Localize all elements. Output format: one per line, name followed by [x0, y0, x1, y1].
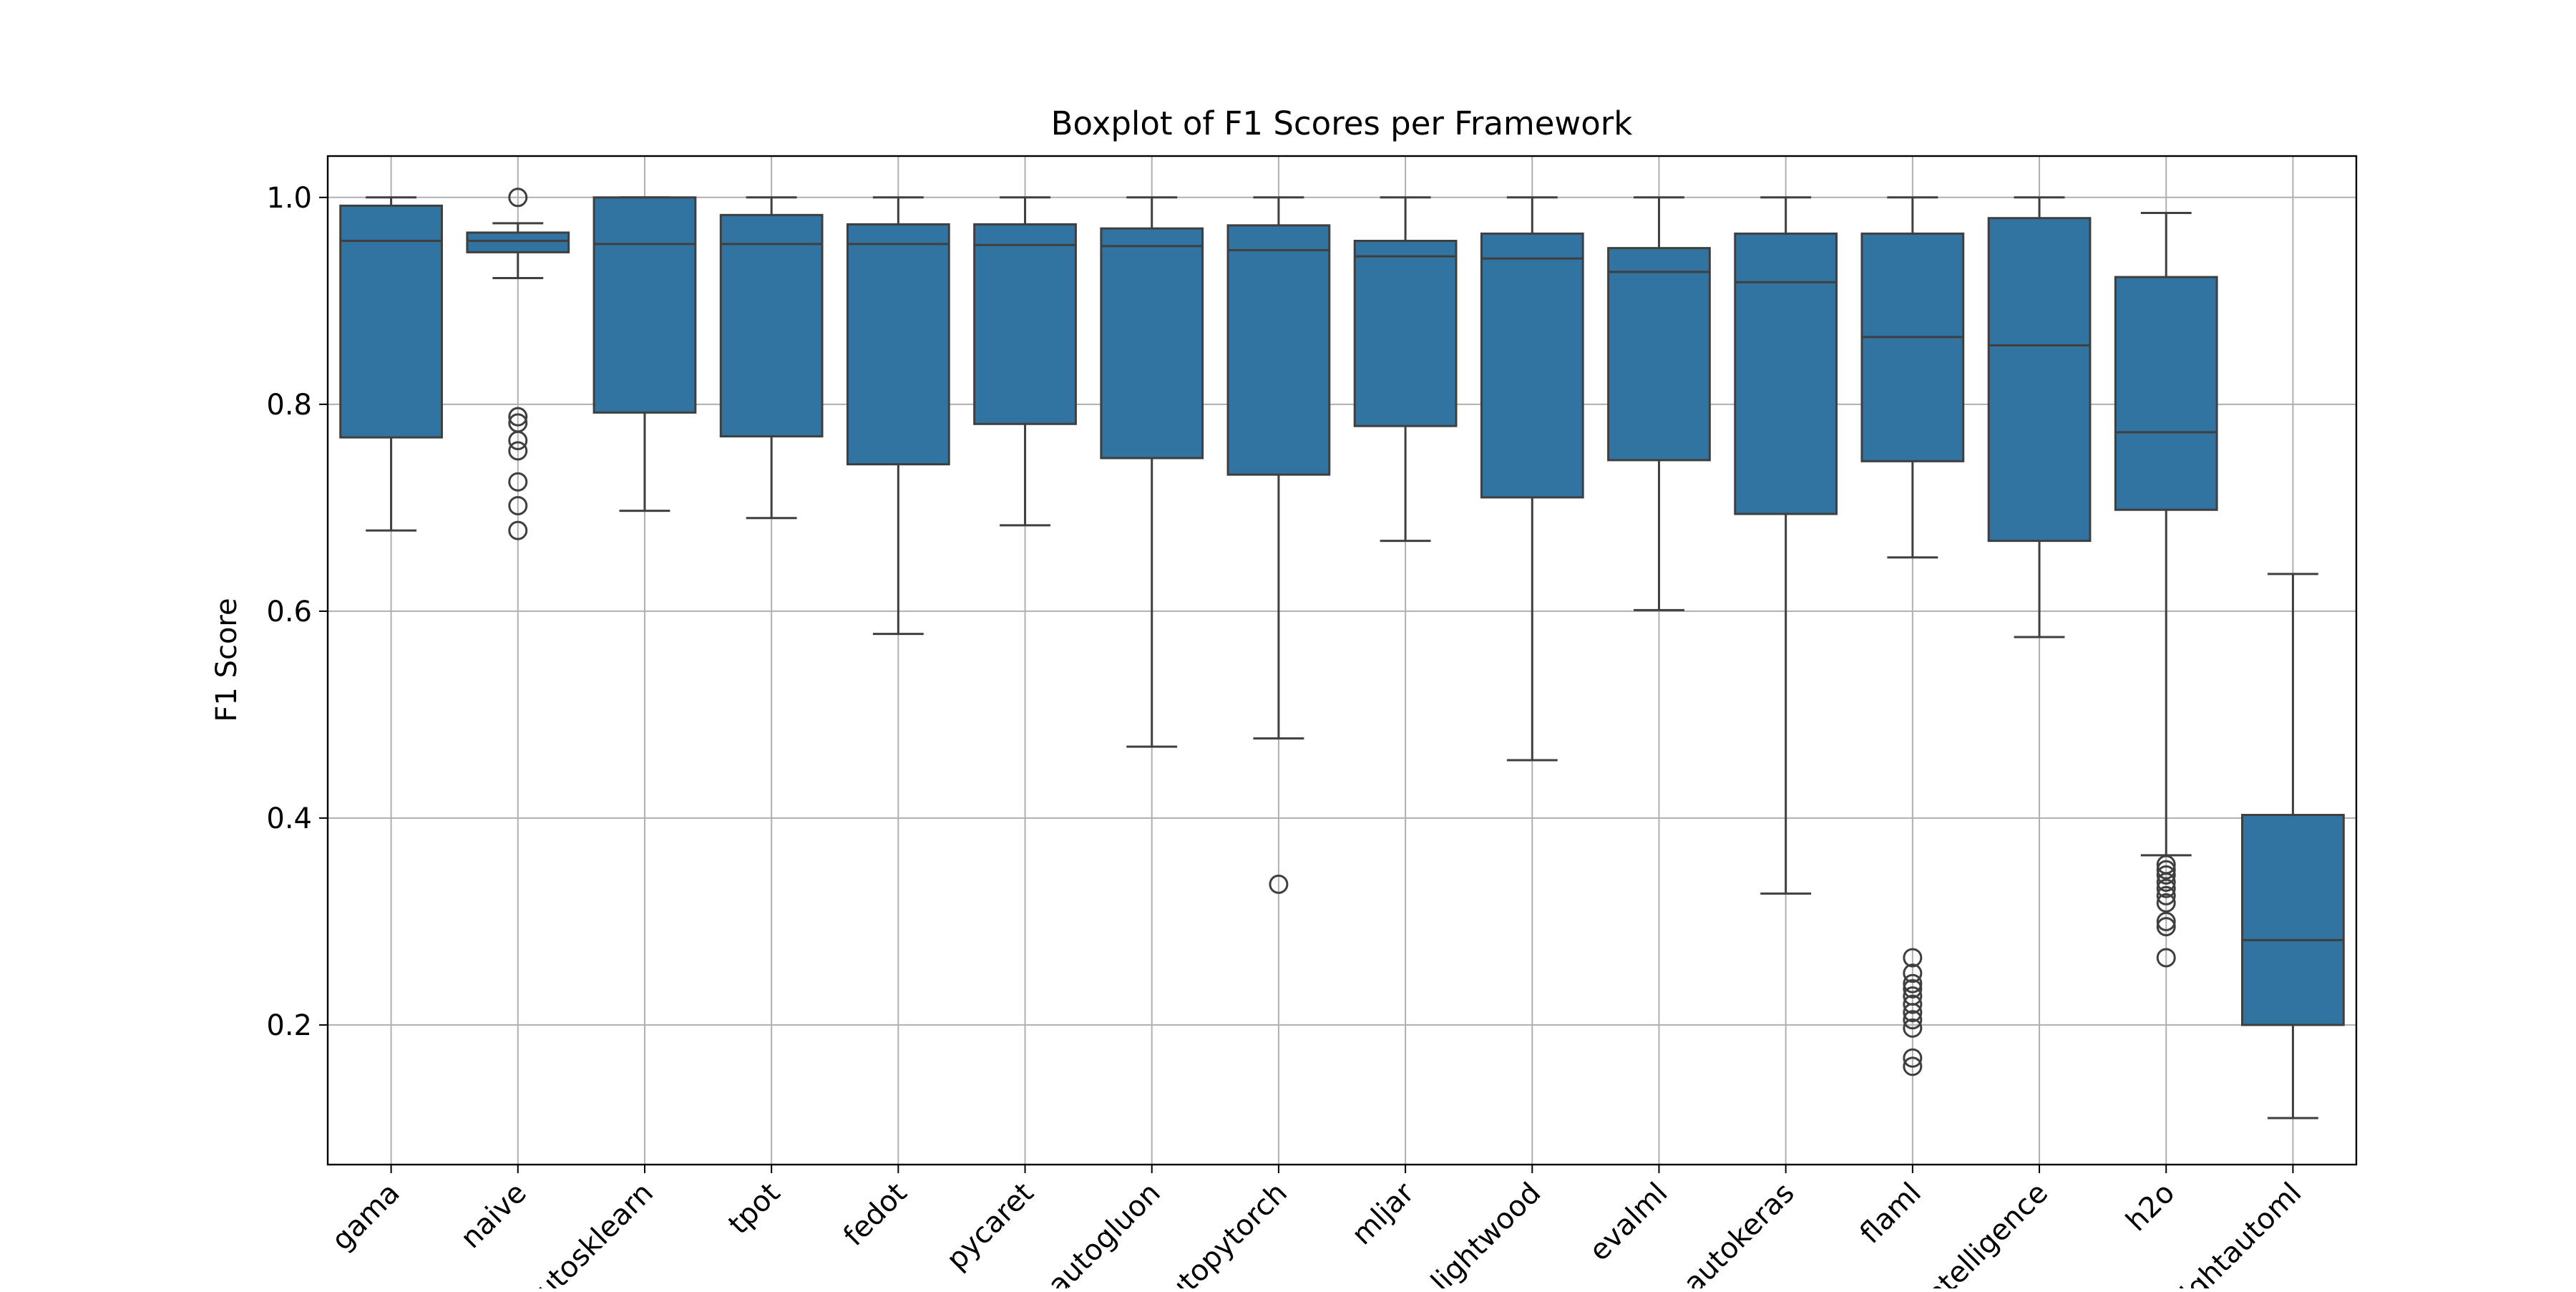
box-autokeras — [1734, 196, 1838, 895]
box-fedot — [846, 196, 950, 636]
box-lightwood — [1480, 196, 1584, 762]
outlier-point — [2156, 917, 2176, 937]
outlier-point — [1903, 948, 1923, 968]
y-tick-label: 0.4 — [266, 802, 312, 835]
outlier-point — [1269, 874, 1289, 894]
outlier-point — [2156, 865, 2176, 885]
box-iqr — [1226, 224, 1331, 476]
outlier-point — [508, 430, 528, 450]
outlier-point — [2156, 885, 2176, 905]
outlier-point — [1903, 1018, 1923, 1038]
outlier-point — [2156, 878, 2176, 898]
y-tick-label: 1.0 — [266, 182, 312, 215]
outlier-point — [1903, 1003, 1923, 1023]
outlier-point — [508, 188, 528, 208]
box-iqr — [1987, 217, 2092, 543]
outlier-point — [1903, 973, 1923, 994]
box-tpot — [719, 196, 824, 520]
outlier-point — [508, 495, 528, 515]
outlier-point — [1903, 978, 1923, 999]
box-iqr — [466, 231, 570, 253]
box-lightautoml — [2241, 573, 2345, 1119]
y-tick-label: 0.6 — [266, 596, 312, 628]
box-autogluon — [1100, 196, 1204, 748]
y-tick-label: 0.8 — [266, 389, 312, 422]
box-iqr — [2241, 814, 2345, 1026]
box-iqr — [2114, 276, 2218, 511]
outlier-point — [1903, 1048, 1923, 1068]
outlier-point — [1903, 994, 1923, 1014]
outlier-point — [2156, 911, 2176, 931]
chart-title: Boxplot of F1 Scores per Framework — [1051, 105, 1633, 142]
box-flaml — [1860, 196, 1965, 1077]
box-iqr — [339, 204, 443, 439]
outlier-point — [1903, 1010, 1923, 1030]
outlier-point — [2156, 948, 2176, 968]
box-intelligence — [1987, 196, 2092, 638]
box-autopytorch — [1226, 196, 1331, 894]
box-autosklearn — [592, 196, 697, 513]
box-h2o — [2114, 211, 2218, 968]
box-iqr — [1607, 247, 1711, 462]
box-iqr — [973, 223, 1077, 425]
y-axis: 0.2 0.4 0.6 0.8 1.0 — [266, 182, 328, 1042]
box-iqr — [719, 213, 824, 438]
box-gama — [339, 196, 443, 532]
box-naive — [466, 188, 570, 540]
box-iqr — [1100, 227, 1204, 460]
box-iqr — [846, 223, 950, 466]
outlier-point — [2156, 860, 2176, 880]
box-evalml — [1607, 196, 1711, 611]
outlier-point — [2156, 872, 2176, 892]
outlier-point — [508, 441, 528, 461]
box-mljar — [1353, 196, 1458, 543]
y-tick-label: 0.2 — [266, 1009, 312, 1042]
outlier-point — [508, 520, 528, 540]
plot-frame — [326, 155, 2358, 1166]
outlier-point — [508, 407, 528, 427]
box-pycaret — [973, 196, 1077, 527]
outlier-point — [1903, 963, 1923, 983]
box-iqr — [1480, 232, 1584, 499]
box-iqr — [1860, 232, 1965, 462]
box-iqr — [1734, 232, 1838, 515]
outlier-point — [508, 472, 528, 492]
box-iqr — [592, 196, 697, 414]
y-axis-label: F1 Score — [210, 598, 243, 722]
box-iqr — [1353, 240, 1458, 427]
boxes — [339, 188, 2345, 1119]
outlier-point — [2156, 893, 2176, 913]
outlier-point — [1903, 1057, 1923, 1077]
